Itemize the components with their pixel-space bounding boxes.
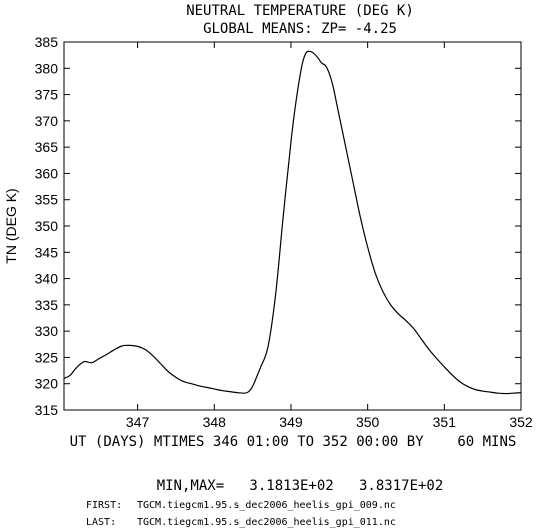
y-tick-label: 355 bbox=[35, 192, 59, 208]
y-tick-label: 350 bbox=[35, 218, 59, 234]
y-tick-label: 320 bbox=[35, 376, 59, 392]
y-tick-label: 340 bbox=[35, 271, 59, 287]
y-tick-label: 385 bbox=[35, 34, 59, 50]
first-file-label: FIRST: bbox=[86, 500, 122, 511]
chart-title: NEUTRAL TEMPERATURE (DEG K) bbox=[186, 3, 414, 19]
chart-subtitle: GLOBAL MEANS: ZP= -4.25 bbox=[203, 21, 397, 37]
x-tick-label: 351 bbox=[433, 414, 457, 430]
x-axis-label: UT (DAYS) MTIMES 346 01:00 TO 352 00:00 … bbox=[70, 434, 517, 450]
first-file-name: TGCM.tiegcm1.95.s_dec2006_heelis_gpi_009… bbox=[137, 500, 396, 511]
last-file-name: TGCM.tiegcm1.95.s_dec2006_heelis_gpi_011… bbox=[137, 517, 396, 528]
y-tick-label: 365 bbox=[35, 139, 59, 155]
x-axis: 347 348 349 350 351 352 bbox=[126, 42, 533, 430]
y-tick-label: 330 bbox=[35, 323, 59, 339]
x-tick-label: 347 bbox=[126, 414, 150, 430]
temperature-series-line bbox=[63, 50, 522, 395]
x-tick-label: 348 bbox=[203, 414, 227, 430]
y-tick-label: 335 bbox=[35, 297, 59, 313]
y-tick-label: 380 bbox=[35, 60, 59, 76]
last-file-label: LAST: bbox=[86, 517, 116, 528]
x-tick-label: 349 bbox=[279, 414, 303, 430]
y-axis: 315 320 325 330 335 340 345 350 355 360 365 370 375 3… bbox=[35, 34, 521, 418]
y-tick-label: 315 bbox=[35, 402, 59, 418]
x-tick-label: 352 bbox=[509, 414, 533, 430]
y-axis-label: TN (DEG K) bbox=[3, 188, 19, 263]
y-tick-label: 360 bbox=[35, 165, 59, 181]
y-tick-label: 345 bbox=[35, 244, 59, 260]
x-tick-label: 350 bbox=[356, 414, 380, 430]
y-tick-label: 370 bbox=[35, 113, 59, 129]
min-max-readout: MIN,MAX= 3.1813E+02 3.8317E+02 bbox=[157, 478, 444, 494]
y-tick-label: 375 bbox=[35, 87, 59, 103]
plot-frame bbox=[63, 41, 522, 411]
y-tick-label: 325 bbox=[35, 349, 59, 365]
